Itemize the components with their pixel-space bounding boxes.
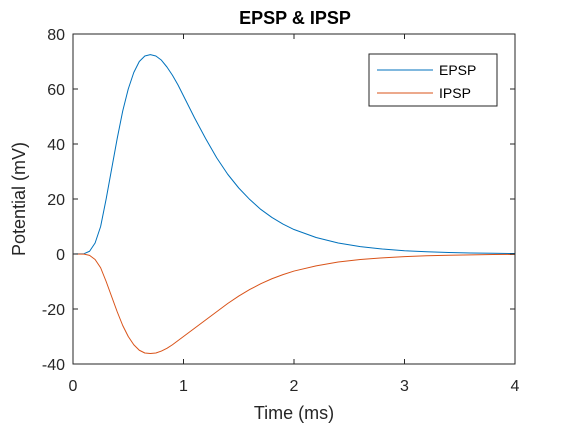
chart-title: EPSP & IPSP [239,8,351,28]
y-tick-label: 0 [56,247,65,264]
y-tick-label: 60 [47,82,65,99]
x-tick-label: 2 [290,378,299,395]
y-axis-label: Potential (mV) [9,142,29,256]
x-axis: 0 1 2 3 4 [69,34,520,395]
series-line-ipsp [72,253,516,355]
y-tick-label: -20 [42,302,65,319]
legend-box [368,53,498,107]
x-tick-label: 1 [179,378,188,395]
y-tick-label: 80 [47,27,65,44]
series-layer [72,54,516,355]
x-axis-label: Time (ms) [254,403,334,423]
series-line-epsp [72,54,516,255]
x-tick-label: 4 [511,378,520,395]
x-tick-label: 0 [69,378,78,395]
legend-label-ipsp: IPSP [439,85,471,101]
legend: EPSP IPSP [368,53,498,107]
y-tick-label: -40 [42,357,65,374]
y-tick-label: 40 [47,137,65,154]
legend-label-epsp: EPSP [439,62,476,78]
y-tick-label: 20 [47,192,65,209]
y-axis: -40 -20 0 20 40 60 80 [42,27,515,374]
x-tick-label: 3 [400,378,409,395]
